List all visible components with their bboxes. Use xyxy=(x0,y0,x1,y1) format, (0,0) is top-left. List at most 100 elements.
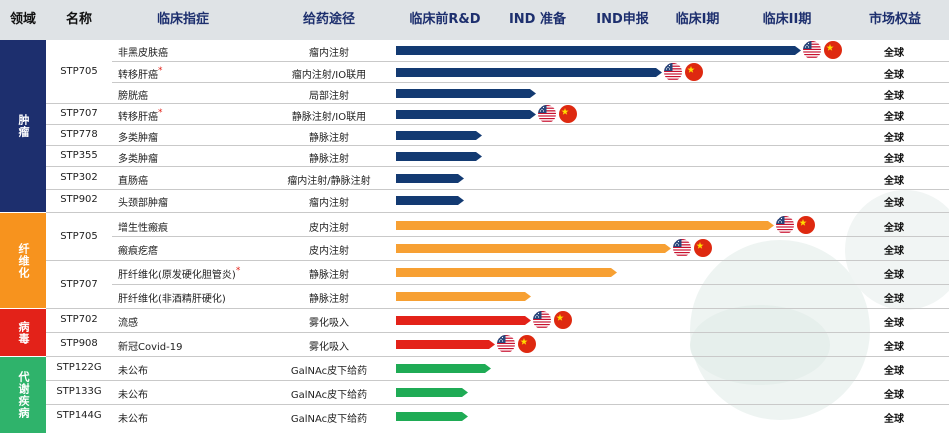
progress-bar xyxy=(396,46,801,55)
market-rights-cell: 全球 xyxy=(884,198,904,209)
indication-text: 未公布 xyxy=(118,366,148,377)
indication-text: 转移肝癌 xyxy=(118,112,158,123)
row-divider xyxy=(46,308,949,309)
indication-text: 流感 xyxy=(118,318,138,329)
indication-text: 未公布 xyxy=(118,414,148,425)
route-cell: 静脉注射 xyxy=(309,133,349,144)
indication-text: 瘢痕疙瘩 xyxy=(118,246,158,257)
row-divider xyxy=(46,380,949,381)
product-name: STP122G xyxy=(56,362,102,373)
indication-text: 未公布 xyxy=(118,390,148,401)
progress-bar xyxy=(396,412,468,421)
row-divider xyxy=(46,212,949,213)
route-cell: 皮内注射 xyxy=(309,246,349,257)
indication-cell: 未公布 xyxy=(118,386,148,401)
indication-cell: 头颈部肿瘤 xyxy=(118,194,168,209)
us-flag-icon xyxy=(497,335,515,353)
asterisk-mark: * xyxy=(158,66,163,76)
china-flag-icon xyxy=(559,105,577,123)
row-divider xyxy=(46,260,949,261)
row-divider xyxy=(46,145,949,146)
market-rights-cell: 全球 xyxy=(884,414,904,425)
product-name: STP908 xyxy=(60,338,98,349)
product-name-merged: STP707 xyxy=(60,279,98,290)
header-phase2: 临床II期 xyxy=(762,12,812,27)
route-cell: GalNAc皮下给药 xyxy=(290,366,368,377)
route-cell: 雾化吸入 xyxy=(309,318,349,329)
product-name: STP902 xyxy=(60,194,98,205)
header-route: 给药途径 xyxy=(302,12,355,27)
us-flag-icon xyxy=(538,105,556,123)
progress-bar xyxy=(396,388,468,397)
domain-oncology: 肿瘤 xyxy=(0,40,46,212)
product-name: STP133G xyxy=(56,386,102,397)
table-header: 领域 名称 临床指症 给药途径 临床前R&D IND 准备 IND申报 临床I期… xyxy=(0,0,949,40)
us-flag-icon xyxy=(664,63,682,81)
route-cell: 瘤内注射/静脉注射 xyxy=(287,176,371,187)
progress-bar xyxy=(396,152,482,161)
indication-text: 头颈部肿瘤 xyxy=(118,198,168,209)
us-flag-icon xyxy=(776,216,794,234)
product-name: STP702 xyxy=(60,314,98,325)
indication-text: 肝纤维化(原发硬化胆管炎) xyxy=(118,270,236,281)
progress-bar xyxy=(396,244,671,253)
indication-text: 转移肝癌 xyxy=(118,70,158,81)
progress-bar xyxy=(396,364,491,373)
progress-bar xyxy=(396,340,495,349)
product-name: STP302 xyxy=(60,172,98,183)
indication-text: 非黑皮肤癌 xyxy=(118,48,168,59)
china-flag-icon xyxy=(685,63,703,81)
china-flag-icon xyxy=(824,41,842,59)
route-cell: 静脉注射/IO联用 xyxy=(291,112,367,123)
market-rights-cell: 全球 xyxy=(884,294,904,305)
indication-text: 直肠癌 xyxy=(118,176,148,187)
product-name: STP707 xyxy=(60,108,98,119)
progress-bar xyxy=(396,292,531,301)
progress-bar xyxy=(396,196,464,205)
market-rights-cell: 全球 xyxy=(884,390,904,401)
indication-text: 膀胱癌 xyxy=(118,91,148,102)
market-rights-cell: 全球 xyxy=(884,70,904,81)
row-divider xyxy=(46,404,949,405)
row-divider xyxy=(46,124,949,125)
indication-cell: 瘢痕疙瘩 xyxy=(118,242,158,257)
header-phase1: 临床I期 xyxy=(675,12,720,27)
market-rights-cell: 全球 xyxy=(884,270,904,281)
indication-cell: 未公布 xyxy=(118,410,148,425)
progress-bar xyxy=(396,89,536,98)
domain-fibrosis: 纤维化 xyxy=(0,213,46,308)
header-indication: 临床指症 xyxy=(156,12,209,27)
row-divider xyxy=(112,82,949,83)
progress-bar xyxy=(396,131,482,140)
asterisk-mark: * xyxy=(158,108,163,118)
market-rights-cell: 全球 xyxy=(884,318,904,329)
china-flag-icon xyxy=(694,239,712,257)
product-name: STP144G xyxy=(56,410,102,421)
indication-text: 多类肿瘤 xyxy=(118,133,158,144)
product-name: STP355 xyxy=(60,150,98,161)
row-divider xyxy=(46,166,949,167)
route-cell: 瘤内注射 xyxy=(309,48,349,59)
route-cell: GalNAc皮下给药 xyxy=(290,390,368,401)
market-rights-cell: 全球 xyxy=(884,223,904,234)
us-flag-icon xyxy=(533,311,551,329)
domain-oncology-label: 肿瘤 xyxy=(17,114,30,138)
row-divider xyxy=(46,189,949,190)
header-market: 市场权益 xyxy=(868,12,921,27)
indication-cell: 肝纤维化(非酒精肝硬化) xyxy=(118,290,226,305)
route-cell: 瘤内注射/IO联用 xyxy=(291,70,367,81)
progress-bar xyxy=(396,68,662,77)
progress-bar xyxy=(396,110,536,119)
route-cell: 局部注射 xyxy=(309,91,349,102)
domain-metabolic-label: 代谢疾病 xyxy=(17,371,30,419)
indication-cell: 多类肿瘤 xyxy=(118,150,158,165)
route-cell: 静脉注射 xyxy=(309,270,349,281)
indication-cell: 非黑皮肤癌 xyxy=(118,44,168,59)
product-name: STP778 xyxy=(60,129,98,140)
indication-cell: 增生性瘢痕 xyxy=(118,219,168,234)
china-flag-icon xyxy=(554,311,572,329)
progress-bar xyxy=(396,268,617,277)
market-rights-cell: 全球 xyxy=(884,246,904,257)
market-rights-cell: 全球 xyxy=(884,112,904,123)
